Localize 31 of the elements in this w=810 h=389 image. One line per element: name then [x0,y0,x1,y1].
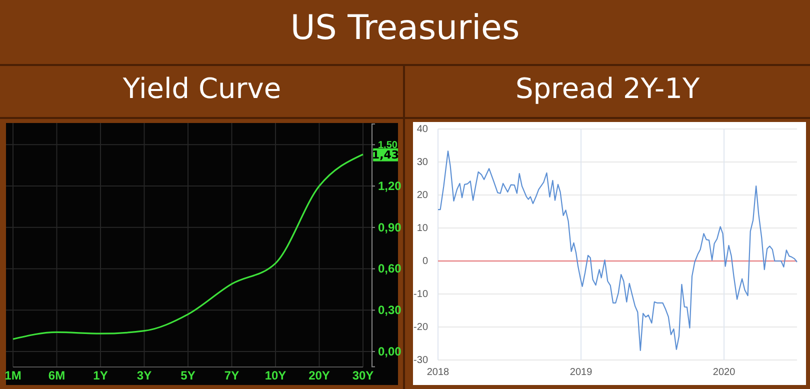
y-tick-label: 20 [416,190,428,202]
x-tick-label: 7Y [224,368,240,383]
x-tick-label: 10Y [264,368,286,383]
y-tick-label: 40 [416,124,428,136]
x-tick-label: 2018 [426,367,450,378]
y-tick-label: -20 [414,322,428,334]
x-tick-label: 5Y [180,368,196,383]
y-tick-label: 30 [416,157,428,168]
x-tick-label: 3Y [136,368,152,383]
x-tick-label: 1M [4,368,22,383]
x-tick-label: 1Y [93,368,108,383]
y-tick-label: 10 [416,223,428,234]
chart-title: Spread 2Y-1Y [514,72,701,105]
y-tick-label: 0,90 [378,220,402,234]
y-tick-label: 1,20 [378,178,402,193]
x-tick-label: 20Y [308,368,330,383]
x-tick-label: 6M [48,368,66,383]
line-series [437,150,798,351]
y-tick-label: -10 [414,289,428,300]
y-tick-label: 0,00 [378,344,402,358]
y-tick-label: 0 [422,256,428,268]
x-tick-label: 30Y [352,368,374,383]
y-tick-label: 1,50 [378,140,398,151]
y-tick-label: -30 [414,355,428,366]
chart-title: Yield Curve [122,72,282,105]
text: US Treasuries [289,8,521,48]
y-tick-label: 0,60 [378,262,402,276]
y-tick-label: 0,30 [378,303,402,317]
x-tick-label: 2020 [712,367,736,378]
x-tick-label: 2019 [570,367,593,378]
line-series [12,154,364,340]
